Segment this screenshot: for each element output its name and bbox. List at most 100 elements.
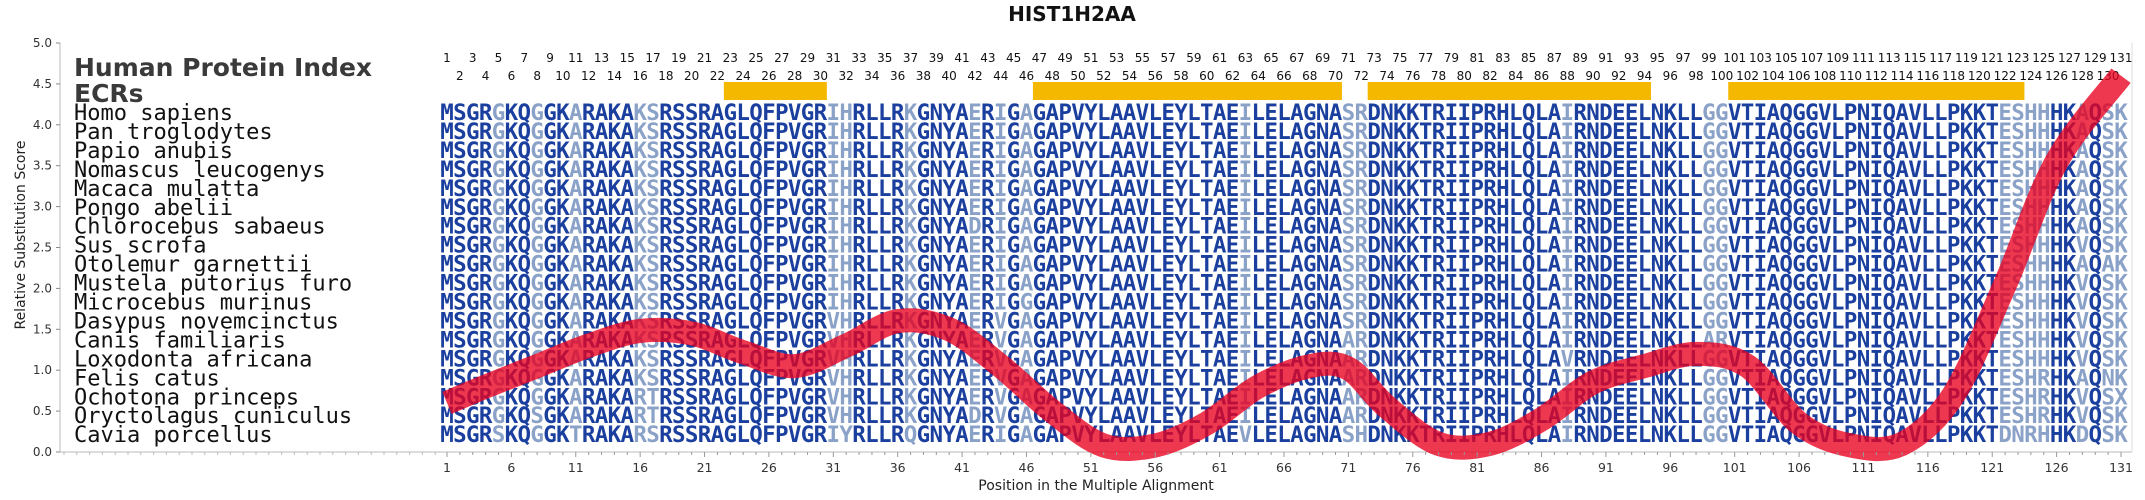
residue: L bbox=[1676, 214, 1690, 240]
position-label: 123 bbox=[2007, 51, 2030, 65]
residue: V bbox=[1818, 233, 1832, 259]
residue: H bbox=[1496, 214, 1510, 240]
residue: K bbox=[633, 233, 647, 259]
position-label: 11 bbox=[568, 51, 583, 65]
position-label: 91 bbox=[1598, 51, 1613, 65]
position-label: 92 bbox=[1611, 69, 1626, 83]
residue: R bbox=[479, 119, 493, 145]
residue: L bbox=[1251, 157, 1265, 183]
residue: Q bbox=[749, 233, 763, 259]
residue: D bbox=[1599, 252, 1613, 278]
residue: K bbox=[1960, 119, 1974, 145]
residue: A bbox=[595, 157, 609, 183]
residue: K bbox=[1393, 195, 1407, 221]
residue: A bbox=[621, 100, 635, 126]
residue: R bbox=[981, 271, 995, 297]
residue: P bbox=[1844, 233, 1858, 259]
residue: N bbox=[1586, 119, 1600, 145]
residue: Q bbox=[749, 100, 763, 126]
residue: L bbox=[1689, 176, 1703, 202]
residue: A bbox=[1548, 157, 1562, 183]
residue: Q bbox=[2088, 138, 2102, 164]
residue: L bbox=[1251, 195, 1265, 221]
y-tick-label: 5.0 bbox=[33, 36, 52, 50]
residue: L bbox=[1921, 119, 1935, 145]
residue: K bbox=[608, 176, 622, 202]
residue: I bbox=[827, 138, 841, 164]
residue: N bbox=[1316, 157, 1330, 183]
residue: K bbox=[1406, 176, 1420, 202]
residue: L bbox=[1097, 252, 1111, 278]
residue: A bbox=[1895, 157, 1909, 183]
residue: S bbox=[453, 271, 467, 297]
residue: R bbox=[1573, 233, 1587, 259]
residue: P bbox=[1947, 176, 1961, 202]
residue: R bbox=[698, 119, 712, 145]
residue: V bbox=[1818, 119, 1832, 145]
position-label: 77 bbox=[1418, 51, 1433, 65]
residue: L bbox=[1676, 252, 1690, 278]
residue: L bbox=[1676, 195, 1690, 221]
residue: Q bbox=[749, 422, 763, 448]
residue: E bbox=[968, 233, 982, 259]
residue: N bbox=[1586, 138, 1600, 164]
residue: A bbox=[1329, 119, 1343, 145]
residue: G bbox=[466, 422, 480, 448]
residue: H bbox=[839, 138, 853, 164]
residue: R bbox=[981, 138, 995, 164]
residue: R bbox=[1573, 157, 1587, 183]
x-tick-label: 36 bbox=[890, 460, 906, 475]
residue: L bbox=[865, 119, 879, 145]
residue: N bbox=[1316, 214, 1330, 240]
residue: G bbox=[801, 214, 815, 240]
position-label: 84 bbox=[1508, 69, 1523, 83]
residue: V bbox=[1818, 138, 1832, 164]
residue: A bbox=[711, 176, 725, 202]
residue: K bbox=[2114, 252, 2128, 278]
residue: E bbox=[1161, 100, 1175, 126]
residue: E bbox=[1264, 157, 1278, 183]
residue: R bbox=[698, 214, 712, 240]
residue: G bbox=[1805, 252, 1819, 278]
residue: I bbox=[1239, 252, 1253, 278]
residue: L bbox=[1251, 233, 1265, 259]
position-label: 32 bbox=[839, 69, 854, 83]
residue: A bbox=[1045, 271, 1059, 297]
x-tick-label: 21 bbox=[697, 460, 713, 475]
residue: S bbox=[453, 119, 467, 145]
residue: A bbox=[1110, 252, 1124, 278]
residue: R bbox=[1483, 119, 1497, 145]
residue: E bbox=[1226, 195, 1240, 221]
residue: T bbox=[1741, 252, 1755, 278]
residue: H bbox=[1496, 252, 1510, 278]
residue: K bbox=[633, 157, 647, 183]
residue: R bbox=[659, 138, 673, 164]
residue: R bbox=[698, 176, 712, 202]
residue: R bbox=[582, 233, 596, 259]
position-label: 16 bbox=[633, 69, 648, 83]
position-label: 93 bbox=[1624, 51, 1639, 65]
residue: H bbox=[839, 195, 853, 221]
residue: I bbox=[827, 422, 841, 448]
residue: P bbox=[1947, 100, 1961, 126]
residue: A bbox=[711, 138, 725, 164]
residue: Q bbox=[517, 195, 531, 221]
residue: L bbox=[1831, 100, 1845, 126]
residue: G bbox=[530, 100, 544, 126]
residue: E bbox=[1625, 252, 1639, 278]
residue: R bbox=[582, 214, 596, 240]
residue: T bbox=[1741, 100, 1755, 126]
residue: A bbox=[595, 252, 609, 278]
residue: A bbox=[955, 252, 969, 278]
residue: K bbox=[2063, 176, 2077, 202]
residue: D bbox=[1599, 422, 1613, 448]
residue: K bbox=[2114, 233, 2128, 259]
position-label: 87 bbox=[1547, 51, 1562, 65]
residue: N bbox=[930, 138, 944, 164]
residue: V bbox=[1728, 100, 1742, 126]
residue: I bbox=[1445, 252, 1459, 278]
position-label: 48 bbox=[1045, 69, 1060, 83]
position-label: 36 bbox=[890, 69, 905, 83]
residue: P bbox=[1058, 138, 1072, 164]
residue: A bbox=[1213, 100, 1227, 126]
